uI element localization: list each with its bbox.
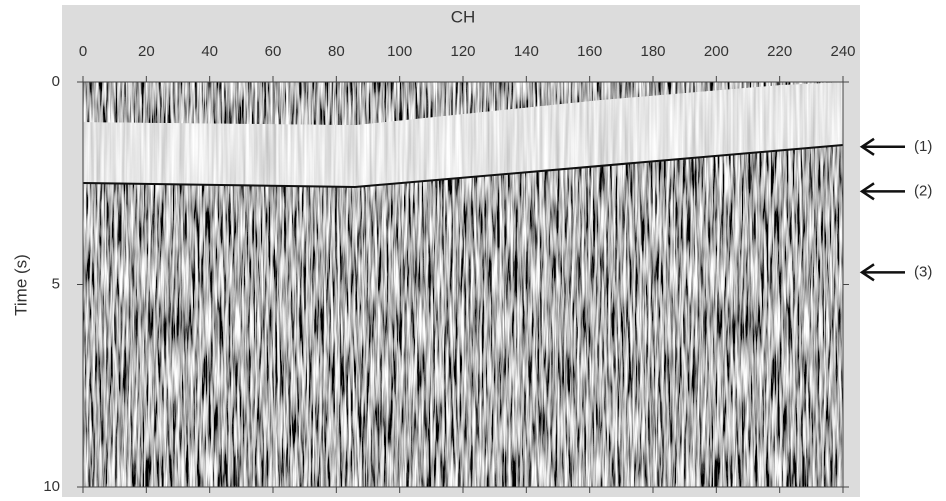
x-tick-label: 180 (640, 43, 665, 60)
x-tick-label: 140 (514, 43, 539, 60)
arrow-head (859, 263, 875, 282)
x-tick-label: 120 (450, 43, 475, 60)
x-axis-title: CH (451, 7, 476, 26)
annotation-label: (1) (914, 138, 932, 155)
boundary (82, 144, 844, 189)
y-tick-label: 10 (43, 478, 60, 495)
x-tick-label: 0 (79, 43, 87, 60)
x-tick-label: 100 (387, 43, 412, 60)
x-tick-label: 80 (328, 43, 345, 60)
x-tick-label: 160 (577, 43, 602, 60)
x-tick-label: 40 (201, 43, 218, 60)
y-tick-label: 5 (52, 275, 60, 292)
y-tick-label: 0 (52, 73, 60, 90)
x-tick-label: 20 (138, 43, 155, 60)
x-tick-label: 60 (265, 43, 282, 60)
seismic-image (82, 82, 844, 487)
arrow-head (859, 137, 875, 156)
arrow-head (859, 182, 875, 201)
x-tick-label: 200 (704, 43, 729, 60)
annotations: (1) (2) (3) (859, 137, 932, 282)
x-tick-label: 220 (767, 43, 792, 60)
y-axis-title: Time (s) (11, 254, 30, 316)
x-tick-label: 240 (830, 43, 855, 60)
annotation-label: (3) (914, 263, 932, 280)
annotation-label: (2) (914, 182, 932, 199)
